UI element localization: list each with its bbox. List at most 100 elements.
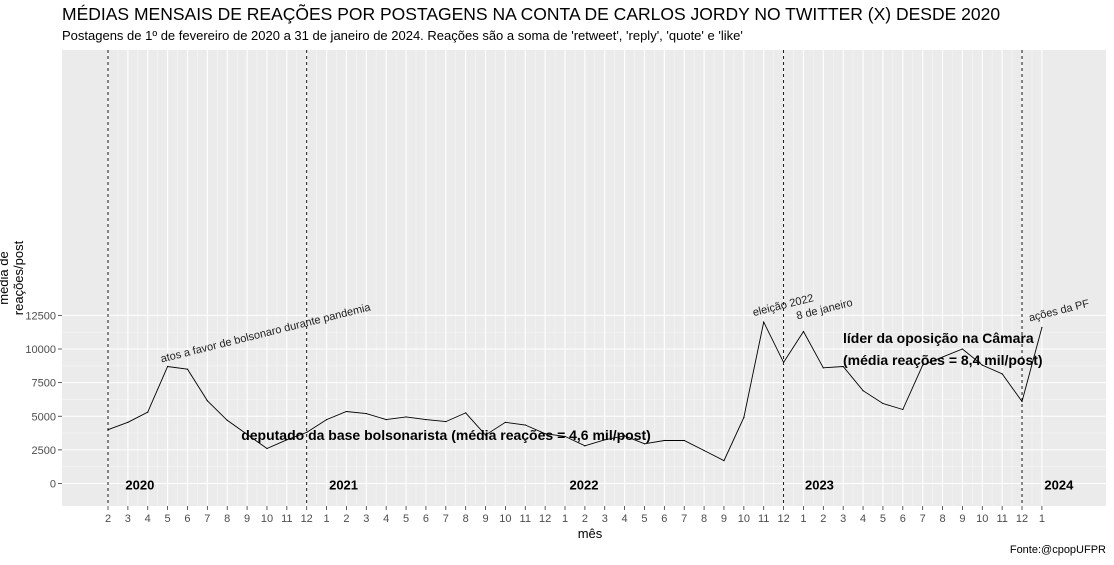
x-tick-label: 3 <box>602 513 608 525</box>
x-tick-label: 10 <box>976 513 988 525</box>
data-point <box>206 400 208 402</box>
x-tick-label: 5 <box>641 513 647 525</box>
period-label: líder da oposição na Câmara <box>843 330 1034 346</box>
y-tick-label: 12500 <box>25 310 56 322</box>
data-point <box>1041 326 1043 329</box>
x-tick-label: 3 <box>840 513 846 525</box>
x-tick-label: 9 <box>244 513 250 525</box>
data-point <box>365 412 367 415</box>
x-tick-label: 8 <box>939 513 945 525</box>
x-tick-label: 8 <box>463 513 469 525</box>
year-label: 2020 <box>125 478 154 493</box>
data-point <box>584 445 586 447</box>
x-tick-label: 10 <box>261 513 273 525</box>
x-tick-label: 2 <box>582 513 588 525</box>
x-tick-label: 7 <box>920 513 926 525</box>
y-tick-label: 10000 <box>25 344 56 356</box>
x-tick-label: 5 <box>165 513 171 525</box>
series-line <box>107 320 1043 462</box>
data-point <box>802 330 805 333</box>
data-point <box>961 348 964 350</box>
x-tick-label: 3 <box>125 513 131 525</box>
data-point <box>325 419 328 421</box>
data-point <box>465 412 467 414</box>
x-tick-label: 6 <box>900 513 906 525</box>
data-point <box>862 390 864 392</box>
x-tick-label: 12 <box>1016 513 1028 525</box>
data-point <box>425 419 427 421</box>
x-tick-label: 11 <box>758 513 769 525</box>
data-point <box>167 365 169 368</box>
x-tick-label: 6 <box>423 513 429 525</box>
x-tick-label: 5 <box>880 513 886 525</box>
x-tick-label: 11 <box>520 513 531 525</box>
x-tick-label: 12 <box>777 513 789 525</box>
year-label: 2024 <box>1044 478 1074 493</box>
x-tick-label: 9 <box>482 513 488 525</box>
data-point <box>624 435 626 437</box>
data-point <box>306 431 308 433</box>
chart-subtitle: Postagens de 1º de fevereiro de 2020 a 3… <box>62 28 743 43</box>
data-point <box>981 364 983 366</box>
x-tick-label: 8 <box>224 513 230 525</box>
x-tick-label: 10 <box>738 513 750 525</box>
data-point <box>524 424 526 426</box>
data-point <box>941 356 944 358</box>
chart-title: MÉDIAS MENSAIS DE REAÇÕES POR POSTAGENS … <box>62 4 1001 24</box>
x-tick-label: 2 <box>105 513 111 525</box>
x-tick-label: 1 <box>1039 513 1045 525</box>
data-point <box>1001 373 1003 375</box>
data-point <box>564 435 566 438</box>
x-tick-label: 2 <box>820 513 826 525</box>
data-point <box>882 402 884 405</box>
data-point <box>286 439 288 441</box>
x-tick-label: 10 <box>499 513 511 525</box>
x-tick-label: 7 <box>681 513 687 525</box>
y-tick-label: 0 <box>50 479 56 491</box>
data-point <box>107 429 109 431</box>
data-point <box>604 439 606 441</box>
data-point <box>643 443 646 445</box>
year-label: 2021 <box>329 478 358 493</box>
data-point <box>544 433 546 435</box>
x-tick-label: 7 <box>443 513 449 525</box>
x-tick-label: 4 <box>145 513 151 525</box>
x-tick-label: 12 <box>539 513 551 525</box>
y-tick-label: 5000 <box>32 411 56 423</box>
x-tick-label: 5 <box>403 513 409 525</box>
x-tick-label: 1 <box>800 513 806 525</box>
data-point <box>842 365 844 368</box>
data-point <box>822 367 824 369</box>
data-point <box>743 416 745 419</box>
data-point <box>663 439 665 442</box>
data-point <box>902 408 904 411</box>
data-point <box>405 416 407 418</box>
data-point <box>703 449 705 452</box>
x-tick-label: 1 <box>562 513 568 525</box>
year-label: 2023 <box>805 478 834 493</box>
data-point <box>345 410 348 413</box>
source-caption: Fonte:@cpopUFPR <box>1009 544 1106 556</box>
x-tick-label: 9 <box>959 513 965 525</box>
data-point <box>763 321 765 323</box>
x-tick-label: 8 <box>701 513 707 525</box>
x-tick-label: 1 <box>324 513 330 525</box>
y-tick-label: 7500 <box>32 378 56 390</box>
period-label: deputado da base bolsonarista (média rea… <box>241 427 651 443</box>
data-point <box>127 421 129 423</box>
x-tick-label: 7 <box>204 513 210 525</box>
data-point <box>1021 400 1023 403</box>
x-tick-label: 12 <box>301 513 313 525</box>
x-tick-label: 2 <box>343 513 349 525</box>
x-tick-label: 3 <box>363 513 369 525</box>
x-tick-label: 11 <box>281 513 292 525</box>
data-point <box>226 419 228 421</box>
year-label: 2022 <box>570 478 599 493</box>
data-point <box>186 368 189 370</box>
data-point <box>723 460 725 462</box>
x-tick-label: 4 <box>860 513 866 525</box>
x-tick-label: 4 <box>622 513 628 525</box>
data-point <box>385 419 387 421</box>
data-point <box>445 421 447 423</box>
x-axis-label: mês <box>577 526 603 541</box>
